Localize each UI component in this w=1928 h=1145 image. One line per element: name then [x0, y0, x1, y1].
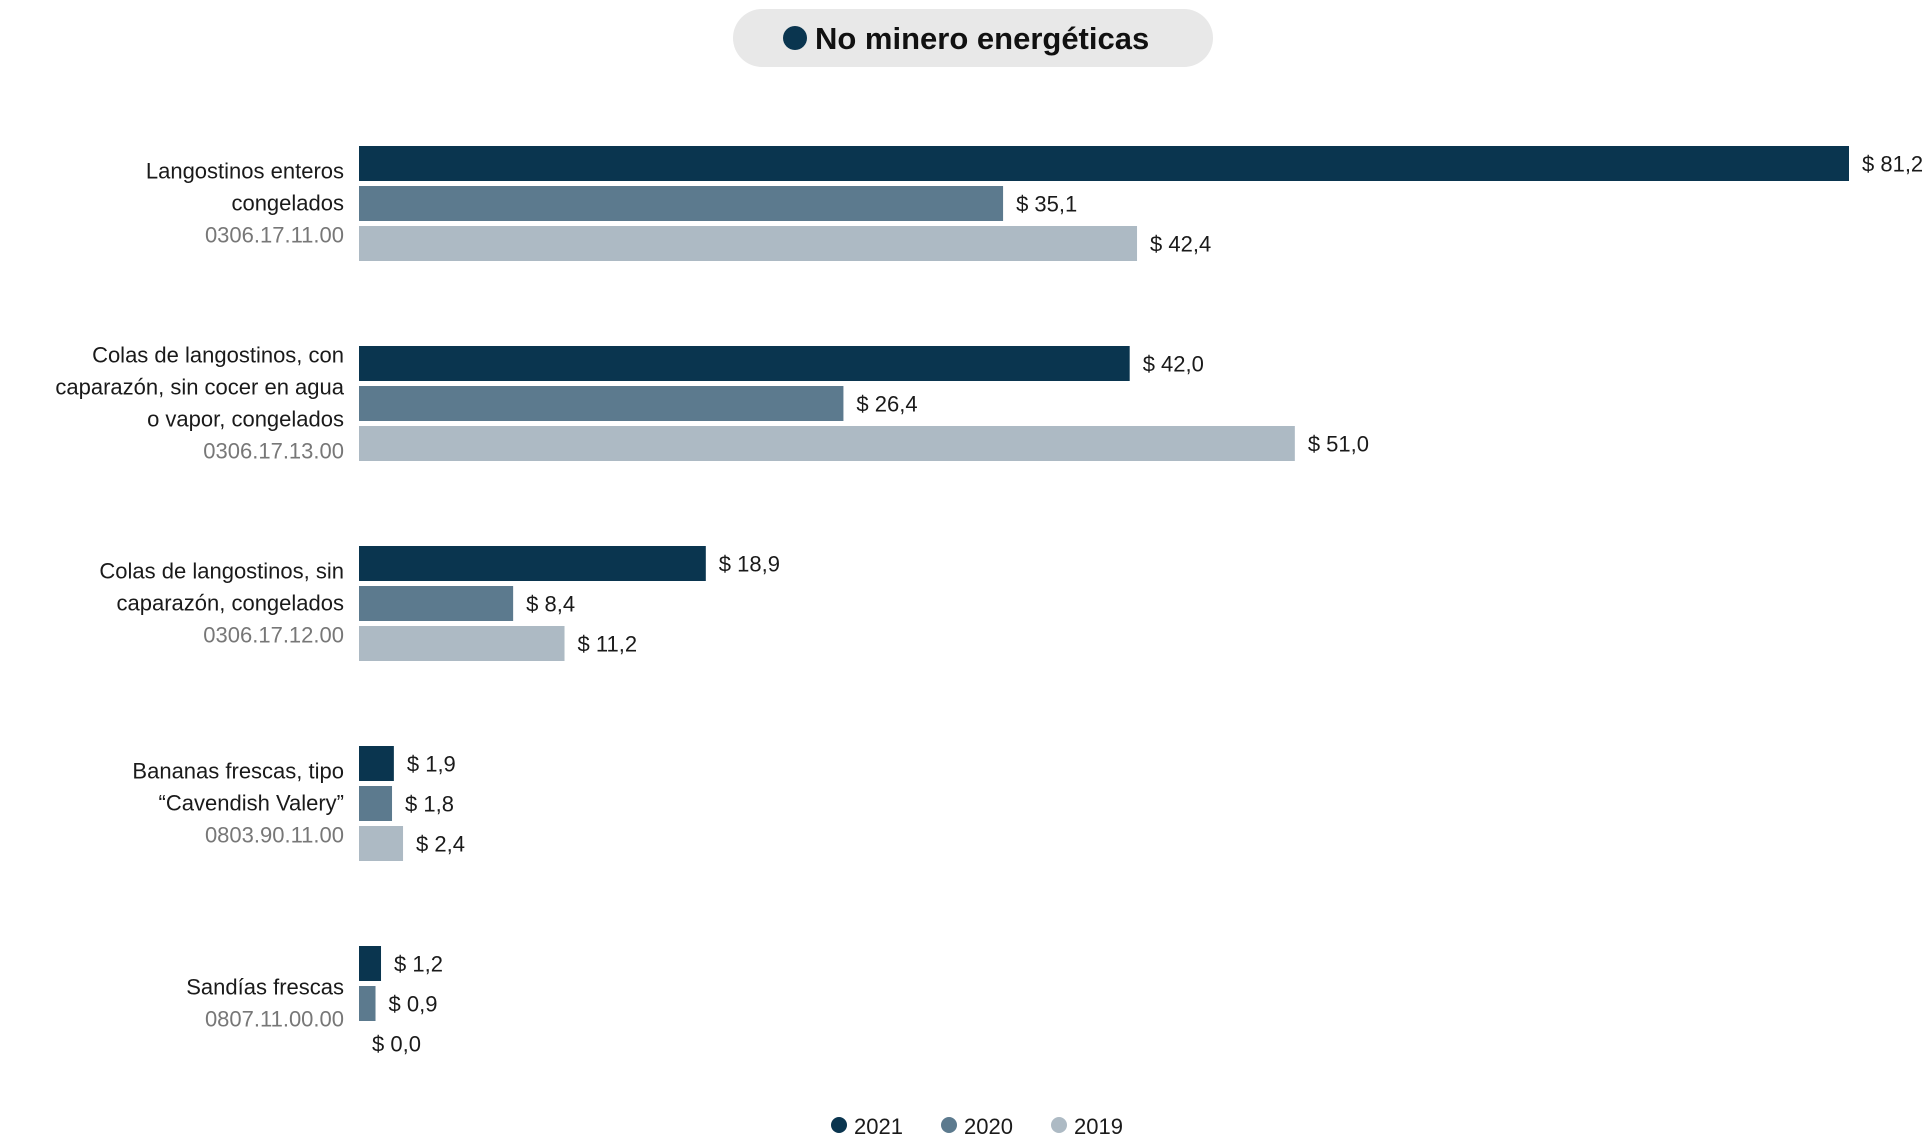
bar-2020 [359, 386, 844, 421]
category-label: congelados [231, 191, 344, 216]
category-code: 0306.17.12.00 [203, 623, 344, 648]
category-code: 0807.11.00.00 [205, 1007, 344, 1032]
title-dot-icon [783, 26, 807, 50]
value-labels: $ 81,2 $ 35,1 $ 42,4 $ 42,0 $ 26,4 $ 51,0 $ 18… [372, 152, 1923, 1057]
legend-dot-icon [1051, 1117, 1067, 1133]
category-code: 0803.90.11.00 [205, 823, 344, 848]
bar-2019 [359, 626, 565, 661]
legend-label: 2021 [854, 1114, 903, 1139]
legend-label: 2020 [964, 1114, 1013, 1139]
value-label: $ 1,2 [394, 952, 443, 977]
bar-2020 [359, 586, 514, 621]
value-label: $ 1,8 [405, 792, 454, 817]
chart-title-badge: No minero energéticas [733, 9, 1213, 67]
value-label: $ 1,9 [407, 752, 456, 777]
category-label: caparazón, congelados [117, 591, 345, 616]
value-label: $ 35,1 [1016, 192, 1077, 217]
bar-2021 [359, 746, 394, 781]
value-label: $ 2,4 [416, 832, 465, 857]
bar-2020 [359, 986, 376, 1021]
bar-2020 [359, 786, 393, 821]
value-label: $ 0,9 [389, 992, 438, 1017]
category-labels: Langostinos enteros congelados 0306.17.11.… [55, 159, 344, 1032]
title-badge-background [733, 9, 1213, 67]
bar-2019 [359, 826, 404, 861]
category-label: Sandías frescas [186, 975, 344, 1000]
value-label: $ 81,2 [1862, 152, 1923, 177]
bars [359, 146, 1849, 1021]
value-label: $ 42,4 [1150, 232, 1211, 257]
value-label: $ 26,4 [856, 392, 917, 417]
value-label: $ 18,9 [719, 552, 780, 577]
bar-2021 [359, 946, 382, 981]
legend: 2021 2020 2019 [831, 1114, 1123, 1139]
legend-dot-icon [831, 1117, 847, 1133]
bar-2019 [359, 426, 1295, 461]
value-label: $ 0,0 [372, 1032, 421, 1057]
bar-2021 [359, 146, 1849, 181]
category-label: Bananas frescas, tipo [132, 759, 344, 784]
category-label: “Cavendish Valery” [159, 791, 344, 816]
value-label: $ 8,4 [526, 592, 575, 617]
legend-dot-icon [941, 1117, 957, 1133]
bar-2020 [359, 186, 1004, 221]
value-label: $ 51,0 [1308, 432, 1369, 457]
legend-label: 2019 [1074, 1114, 1123, 1139]
category-label: caparazón, sin cocer en agua [55, 375, 344, 400]
category-code: 0306.17.11.00 [205, 223, 344, 248]
bar-2021 [359, 546, 706, 581]
category-label: o vapor, congelados [147, 407, 344, 432]
category-label: Colas de langostinos, con [92, 343, 344, 368]
bar-2021 [359, 346, 1130, 381]
category-label: Colas de langostinos, sin [99, 559, 344, 584]
chart-title: No minero energéticas [815, 21, 1149, 56]
value-label: $ 42,0 [1143, 352, 1204, 377]
bar-2019 [359, 226, 1138, 261]
category-code: 0306.17.13.00 [203, 439, 344, 464]
value-label: $ 11,2 [578, 632, 638, 657]
category-label: Langostinos enteros [146, 159, 344, 184]
